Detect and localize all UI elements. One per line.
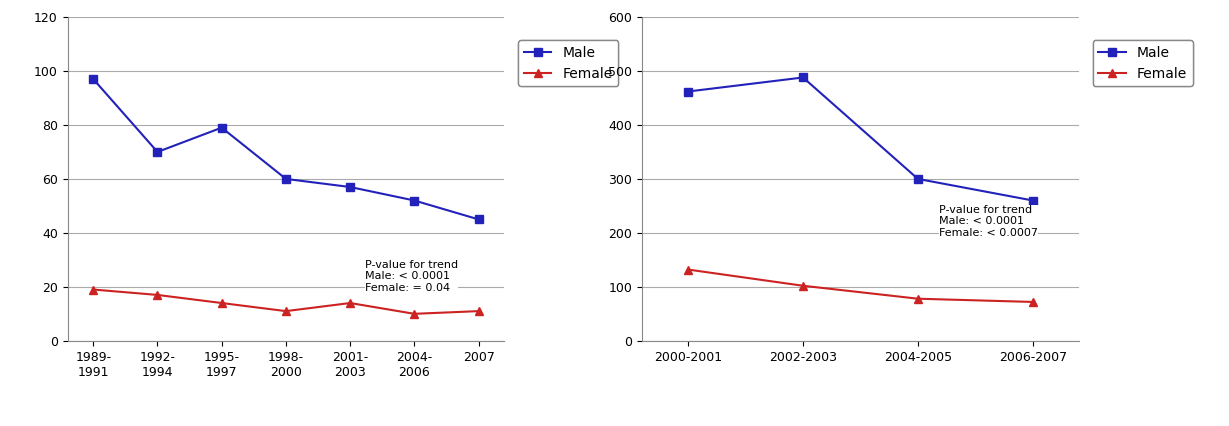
Female	[279, 308, 294, 314]
Male	[1025, 198, 1040, 203]
Female	[214, 300, 229, 305]
Male	[911, 176, 925, 181]
Male	[471, 217, 485, 222]
Male	[407, 198, 422, 203]
Male	[795, 75, 810, 80]
Female	[343, 300, 358, 305]
Text: P-value for trend
Male: < 0.0001
Female: < 0.0007: P-value for trend Male: < 0.0001 Female:…	[939, 205, 1039, 238]
Female	[86, 287, 101, 292]
Legend: Male, Female: Male, Female	[1093, 40, 1193, 86]
Line: Female: Female	[685, 265, 1037, 306]
Legend: Male, Female: Male, Female	[519, 40, 618, 86]
Female	[1025, 299, 1040, 305]
Male	[86, 77, 101, 82]
Female	[407, 311, 422, 317]
Female	[681, 267, 696, 272]
Male	[150, 150, 165, 155]
Female	[150, 292, 165, 297]
Line: Male: Male	[90, 75, 483, 224]
Line: Female: Female	[90, 285, 483, 318]
Male	[214, 125, 229, 130]
Male	[279, 176, 294, 181]
Male	[681, 89, 696, 94]
Female	[911, 296, 925, 301]
Male	[343, 184, 358, 190]
Line: Male: Male	[685, 73, 1037, 204]
Text: P-value for trend
Male: < 0.0001
Female: = 0.04: P-value for trend Male: < 0.0001 Female:…	[365, 260, 457, 293]
Female	[795, 283, 810, 288]
Female	[471, 308, 485, 314]
